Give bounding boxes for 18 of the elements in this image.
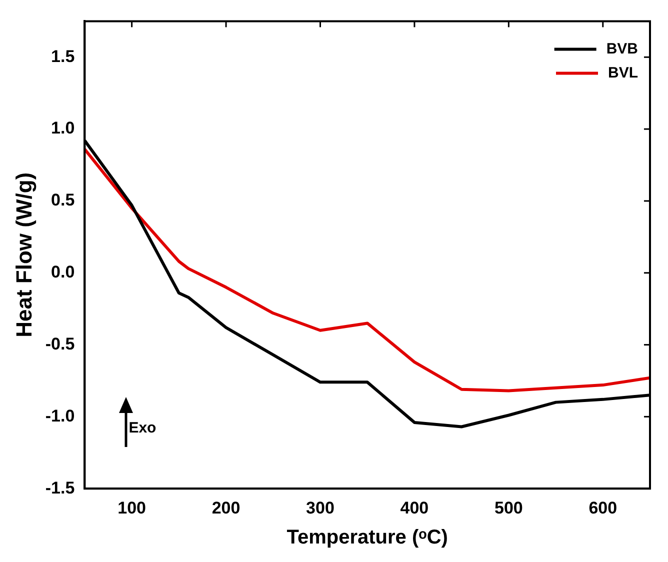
x-tick-label: 600 [588,498,618,518]
x-tick-label: 500 [494,498,523,518]
y-tick-label: -0.5 [45,334,75,354]
y-tick-label: -1.0 [45,406,75,426]
y-tick-label: 0.5 [51,190,75,210]
legend-label: BVB [606,40,638,58]
annotation: Exo [128,420,156,437]
y-tick-label: 0.0 [51,262,75,282]
legend-label: BVL [608,64,638,82]
y-tick-label: 1.5 [51,46,75,66]
x-tick-label: 300 [306,498,334,518]
y-tick-label: -1.5 [45,478,75,498]
x-tick-label: 200 [212,498,240,518]
x-tick-label: 400 [400,498,429,518]
y-tick-label: 1.0 [51,118,75,138]
y-axis-title: Heat Flow (W/g) [11,172,36,338]
x-axis-title: Temperature (ᵒC) [286,526,448,549]
x-tick-label: 100 [118,498,146,518]
